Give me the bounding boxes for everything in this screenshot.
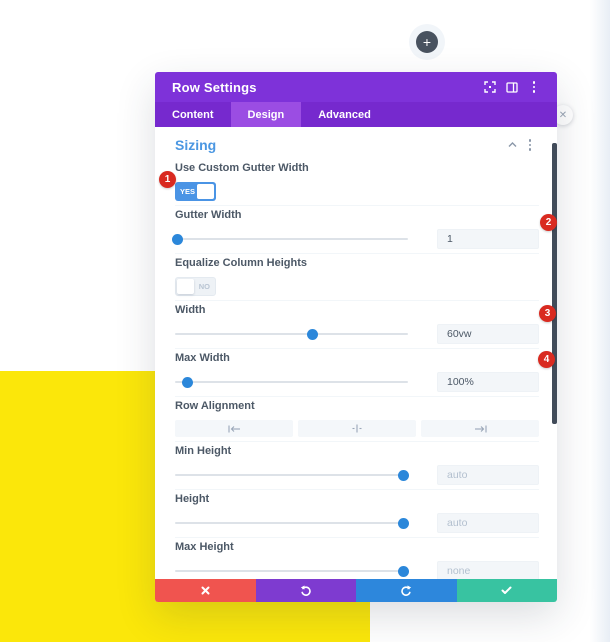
slider-handle[interactable] bbox=[181, 376, 193, 388]
option-label: Use Custom Gutter Width bbox=[175, 162, 309, 174]
section-menu-icon[interactable] bbox=[521, 137, 539, 153]
toggle-state-label: YES bbox=[180, 187, 196, 196]
annotation-badge-3: 3 bbox=[539, 305, 556, 322]
slider-handle[interactable] bbox=[398, 469, 410, 481]
annotation-badge-2: 2 bbox=[540, 214, 557, 231]
option-height: Height bbox=[175, 490, 539, 538]
slider-track bbox=[175, 381, 408, 383]
redo-icon bbox=[401, 585, 412, 596]
modal-tab-bar: Content Design Advanced bbox=[155, 102, 557, 127]
max-width-slider[interactable] bbox=[175, 372, 408, 392]
align-center-button[interactable] bbox=[298, 420, 416, 437]
gutter-width-input[interactable] bbox=[437, 229, 539, 249]
modal-footer bbox=[155, 579, 557, 602]
collapse-chevron-icon[interactable] bbox=[503, 137, 521, 153]
option-min-height: Min Height bbox=[175, 442, 539, 490]
option-equalize-column-heights: Equalize Column Heights NO bbox=[175, 254, 539, 301]
option-label: Gutter Width bbox=[175, 209, 242, 221]
max-width-input[interactable] bbox=[437, 372, 539, 392]
toggle-knob bbox=[177, 279, 194, 294]
annotation-badge-1: 1 bbox=[159, 171, 176, 188]
option-use-custom-gutter-width: Use Custom Gutter Width YES bbox=[175, 159, 539, 206]
modal-title: Row Settings bbox=[172, 79, 257, 95]
slider-track bbox=[175, 238, 408, 240]
tab-design[interactable]: Design bbox=[230, 102, 302, 127]
right-edge-shade bbox=[590, 0, 610, 642]
slider-track bbox=[175, 474, 408, 476]
modal-scrollbar[interactable] bbox=[552, 143, 557, 424]
toggle-state-label: NO bbox=[198, 282, 210, 291]
save-button[interactable] bbox=[456, 579, 557, 602]
option-gutter-width: Gutter Width bbox=[172, 206, 539, 254]
slider-handle[interactable] bbox=[398, 565, 410, 577]
x-icon bbox=[201, 586, 210, 595]
options-menu-icon[interactable] bbox=[523, 79, 545, 95]
width-slider[interactable] bbox=[175, 324, 408, 344]
max-height-input[interactable] bbox=[437, 561, 539, 579]
equalize-column-heights-toggle[interactable]: NO bbox=[175, 277, 216, 296]
dock-icon[interactable] bbox=[501, 79, 523, 95]
align-center-icon bbox=[352, 424, 362, 433]
min-height-slider[interactable] bbox=[175, 465, 410, 485]
tab-advanced[interactable]: Advanced bbox=[318, 108, 371, 121]
slider-track bbox=[175, 333, 408, 335]
width-input[interactable] bbox=[437, 324, 539, 344]
sizing-section-title[interactable]: Sizing bbox=[175, 137, 217, 153]
option-label: Width bbox=[175, 304, 206, 316]
discard-button[interactable] bbox=[155, 579, 256, 602]
slider-handle[interactable] bbox=[307, 328, 319, 340]
option-label: Row Alignment bbox=[175, 400, 255, 412]
plus-icon: + bbox=[422, 34, 432, 50]
slider-track bbox=[175, 570, 408, 572]
option-label: Min Height bbox=[175, 445, 232, 457]
modal-body: Sizing Use Custom Gutter Width YES bbox=[155, 127, 557, 579]
align-left-icon bbox=[227, 425, 240, 432]
expand-icon[interactable] bbox=[479, 79, 501, 95]
modal-header: Row Settings bbox=[155, 72, 557, 102]
slider-track bbox=[175, 522, 408, 524]
row-settings-modal: Row Settings Content Design Advance bbox=[155, 72, 557, 602]
slider-handle[interactable] bbox=[398, 517, 410, 529]
annotation-badge-4: 4 bbox=[538, 351, 555, 368]
align-right-button[interactable] bbox=[421, 420, 539, 437]
option-width: Width bbox=[175, 301, 539, 349]
undo-icon bbox=[300, 585, 311, 596]
option-label: Max Width bbox=[175, 352, 230, 364]
use-custom-gutter-width-toggle[interactable]: YES bbox=[175, 182, 216, 201]
option-label: Equalize Column Heights bbox=[175, 257, 308, 269]
option-label: Height bbox=[175, 493, 210, 505]
slider-handle[interactable] bbox=[172, 233, 184, 245]
gutter-width-slider[interactable] bbox=[172, 229, 408, 249]
option-label: Max Height bbox=[175, 541, 234, 553]
option-max-width: Max Width bbox=[175, 349, 539, 397]
height-slider[interactable] bbox=[175, 513, 410, 533]
sizing-section-header: Sizing bbox=[175, 133, 539, 157]
toggle-knob bbox=[197, 184, 214, 199]
height-input[interactable] bbox=[437, 513, 539, 533]
check-icon bbox=[501, 586, 512, 594]
undo-button[interactable] bbox=[255, 579, 356, 602]
add-row-button[interactable]: + bbox=[416, 31, 438, 53]
max-height-slider[interactable] bbox=[175, 561, 410, 579]
close-icon: ✕ bbox=[558, 109, 568, 121]
option-max-height: Max Height bbox=[175, 538, 539, 579]
align-left-button[interactable] bbox=[175, 420, 293, 437]
align-right-icon bbox=[474, 425, 487, 432]
min-height-input[interactable] bbox=[437, 465, 539, 485]
tab-content[interactable]: Content bbox=[172, 108, 214, 121]
option-row-alignment: Row Alignment bbox=[175, 397, 539, 442]
row-alignment-button-group bbox=[175, 420, 539, 437]
redo-button[interactable] bbox=[356, 579, 457, 602]
edge-close-button[interactable]: ✕ bbox=[553, 105, 573, 125]
